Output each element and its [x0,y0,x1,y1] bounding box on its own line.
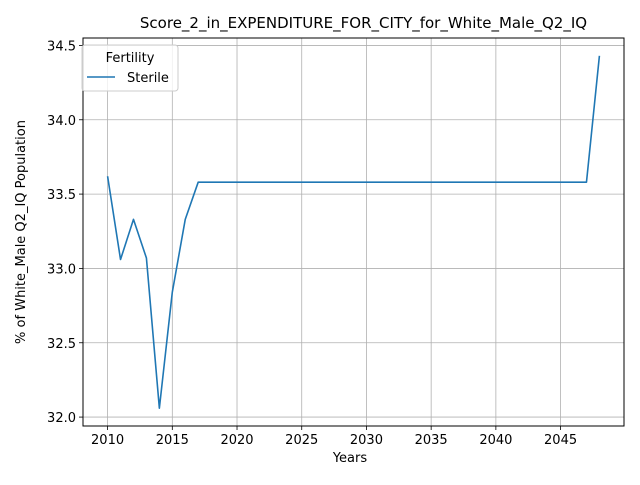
data-point [120,259,122,261]
data-point [521,181,523,183]
data-point [560,181,562,183]
data-point [404,181,406,183]
data-point [599,55,601,57]
y-axis-label: % of White_Male Q2_IQ Population [14,120,29,344]
x-tick-label: 2015 [156,433,189,448]
data-point [301,181,303,183]
data-point [534,181,536,183]
x-axis: 2010 2015 2020 2025 2030 2035 2040 2045 [91,426,577,448]
data-point [223,181,225,183]
data-point [482,181,484,183]
data-point [508,181,510,183]
data-point [107,175,109,177]
data-point [353,181,355,183]
data-point [210,181,212,183]
plot-frame [82,37,625,427]
x-tick-label: 2035 [415,433,448,448]
y-tick-label: 33.5 [47,188,76,203]
data-point [586,181,588,183]
chart-title: Score_2_in_EXPENDITURE_FOR_CITY_for_Whit… [140,14,587,33]
data-point [443,181,445,183]
series-layer [106,55,601,409]
y-tick-label: 32.0 [47,411,76,426]
data-point [314,181,316,183]
data-point [184,219,186,221]
data-point [430,181,432,183]
y-tick-label: 33.0 [47,262,76,277]
data-point [146,257,148,259]
x-tick-label: 2010 [91,433,124,448]
data-point [133,219,135,221]
grid [83,38,624,426]
data-point [236,181,238,183]
data-point [197,181,199,183]
data-point [288,181,290,183]
data-point [417,181,419,183]
data-point [456,181,458,183]
data-point [172,291,174,293]
data-point [469,181,471,183]
x-axis-label: Years [332,451,368,466]
legend: Fertility Sterile [81,44,179,92]
x-tick-label: 2025 [285,433,318,448]
data-point [392,181,394,183]
series-line-sterile [106,55,601,409]
data-point [366,181,368,183]
y-tick-label: 32.5 [47,337,76,352]
data-point [379,181,381,183]
data-point [327,181,329,183]
legend-label-sterile: Sterile [127,71,169,86]
data-point [573,181,575,183]
y-axis: 32.0 32.5 33.0 33.5 34.0 34.5 [47,39,83,426]
data-point [262,181,264,183]
x-tick-label: 2045 [544,433,577,448]
data-point [495,181,497,183]
x-tick-label: 2020 [220,433,253,448]
y-tick-label: 34.0 [47,114,76,129]
data-point [275,181,277,183]
data-point [340,181,342,183]
legend-title: Fertility [106,51,155,66]
data-point [249,181,251,183]
x-tick-label: 2040 [479,433,512,448]
legend-box [81,44,179,92]
data-point [159,407,161,409]
data-point [547,181,549,183]
x-tick-label: 2030 [350,433,383,448]
y-tick-label: 34.5 [47,39,76,54]
